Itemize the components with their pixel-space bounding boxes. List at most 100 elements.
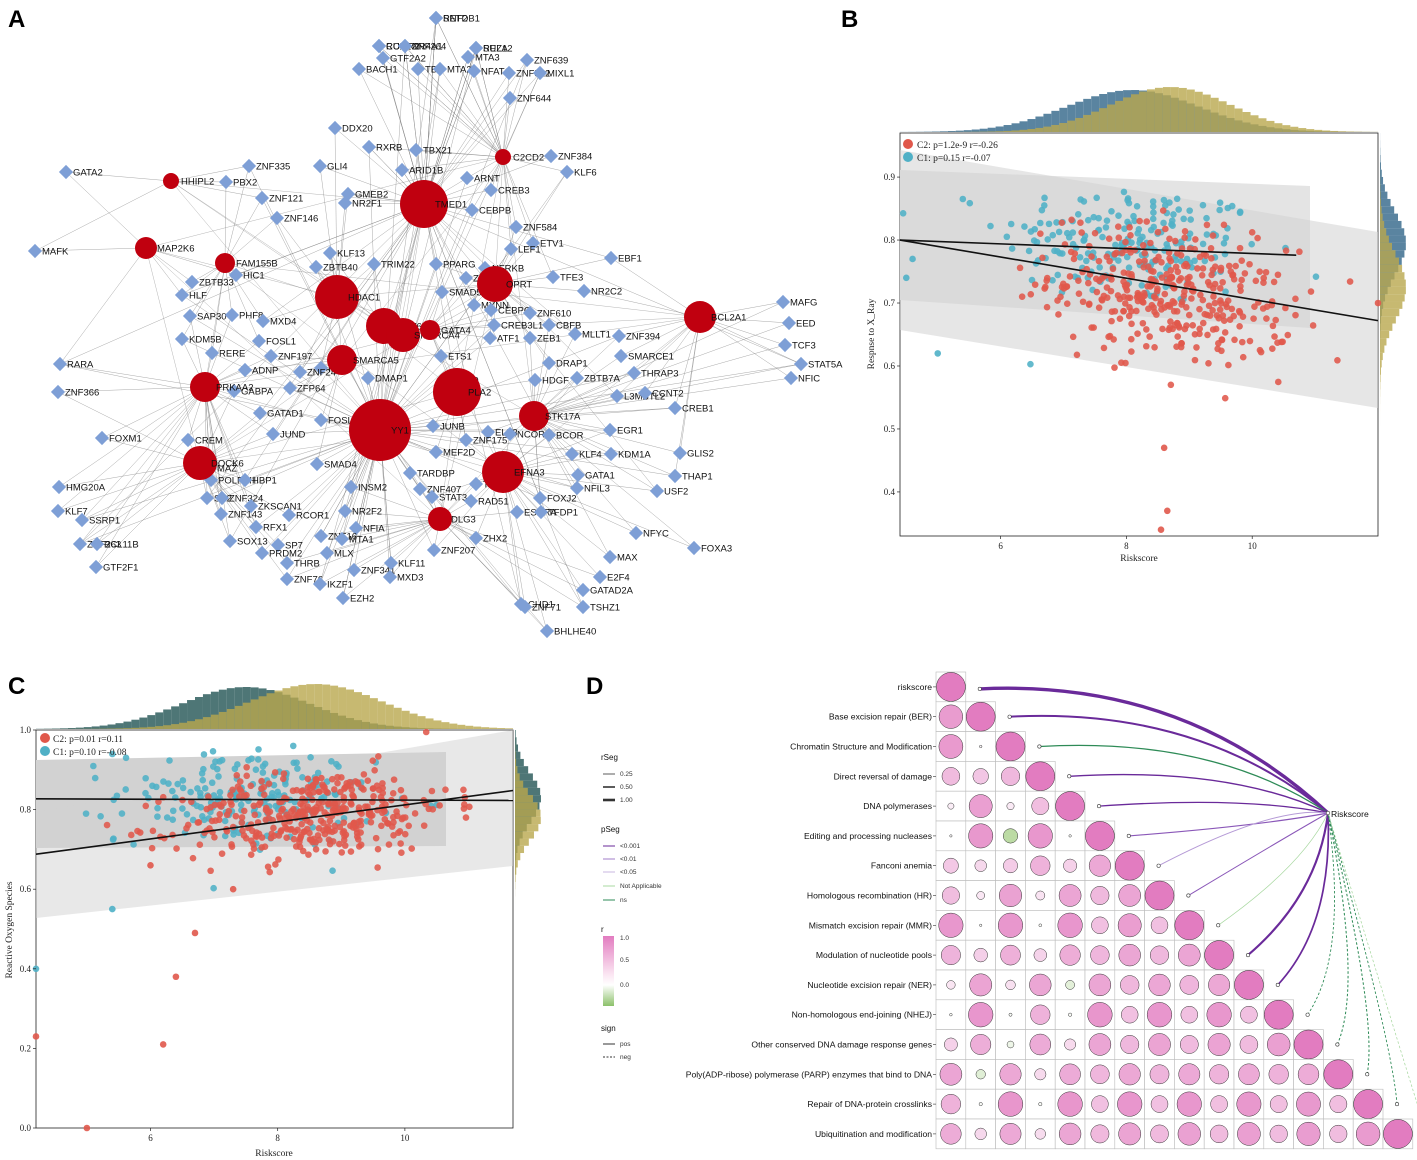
- data-point: [1139, 233, 1146, 241]
- data-point: [934, 350, 942, 357]
- network-edge: [286, 518, 441, 564]
- data-point: [1146, 333, 1153, 340]
- tf-node-label: ZNF76: [294, 575, 323, 586]
- matrix-circle: [1057, 912, 1083, 938]
- data-point: [367, 818, 375, 826]
- matrix-circle: [972, 768, 989, 785]
- data-point: [347, 782, 354, 789]
- network-edge: [533, 415, 695, 549]
- data-point: [1225, 361, 1232, 369]
- data-point: [1144, 263, 1152, 271]
- hub-node: [433, 368, 481, 416]
- tf-node: [628, 525, 644, 541]
- network-edge: [379, 59, 528, 431]
- tf-node-label: BCL11B: [104, 540, 139, 551]
- matrix-circle: [1118, 1063, 1141, 1086]
- network-edge: [533, 324, 550, 417]
- data-point: [255, 746, 262, 753]
- data-point: [1160, 444, 1168, 452]
- side-hist-bar: [1380, 191, 1388, 199]
- data-point: [1167, 318, 1174, 325]
- tf-node-label: THRAP3: [641, 369, 678, 380]
- tf-node: [410, 61, 426, 77]
- tf-node-label: ZNF341: [361, 566, 395, 577]
- network-edge: [262, 203, 425, 322]
- network-edge: [502, 155, 552, 158]
- matrix-circle: [1055, 791, 1085, 821]
- tf-node-label: SMAD5: [449, 288, 482, 299]
- tf-node: [466, 63, 482, 79]
- tf-node: [613, 348, 629, 364]
- data-point: [1196, 325, 1203, 333]
- tf-node: [319, 545, 335, 561]
- data-point: [1095, 257, 1103, 265]
- panel-c-y-axis: 0.00.20.40.60.81.0: [20, 725, 36, 1133]
- data-point: [466, 803, 473, 811]
- data-point: [1238, 276, 1245, 284]
- network-edge: [502, 156, 554, 278]
- data-point: [1059, 280, 1067, 288]
- top-hist-bar: [354, 692, 362, 729]
- network-edge: [170, 180, 381, 431]
- network-edge: [502, 471, 584, 608]
- matrix-circle: [1059, 1063, 1081, 1085]
- network-edge: [533, 301, 784, 417]
- side-hist-bar: [1380, 272, 1405, 280]
- data-point: [1259, 305, 1267, 312]
- data-point: [189, 854, 197, 862]
- data-point: [1154, 228, 1162, 236]
- top-hist-bar: [473, 726, 482, 729]
- data-point: [228, 843, 236, 851]
- network-edge: [429, 312, 531, 331]
- network-edge: [336, 283, 496, 298]
- matrix-circle: [1176, 1091, 1202, 1117]
- panel-b-legend-c2: C2: p=1.2e-9 r=-0.26: [917, 141, 998, 151]
- data-point: [1211, 280, 1219, 288]
- network-edge: [344, 510, 441, 520]
- data-point: [383, 819, 391, 827]
- data-point: [1208, 271, 1215, 279]
- data-point: [1157, 300, 1164, 308]
- top-hist-bar: [1131, 94, 1139, 132]
- data-point: [1209, 326, 1217, 333]
- tf-node-label: ZNF197: [278, 352, 312, 363]
- tf-node: [686, 540, 702, 556]
- data-point: [255, 801, 263, 809]
- tf-node-label: ZHX2: [483, 534, 507, 545]
- data-point: [1172, 237, 1179, 245]
- correlation-link: [1039, 744, 1329, 814]
- top-hist-bar: [250, 699, 259, 729]
- data-point: [1172, 263, 1180, 271]
- data-point: [238, 788, 245, 795]
- network-edge: [379, 177, 468, 431]
- tf-node-label: MLX: [334, 549, 354, 560]
- data-point: [183, 824, 190, 832]
- data-point: [1120, 269, 1128, 276]
- tf-node: [243, 498, 259, 514]
- matrix-circle: [973, 947, 988, 963]
- data-point: [293, 759, 300, 766]
- data-point: [276, 798, 283, 806]
- tf-node-label: ZNF644: [517, 94, 551, 105]
- link-anchor: [1246, 953, 1251, 958]
- network-edge: [224, 262, 504, 473]
- tf-node-label: SSRP1: [89, 516, 120, 527]
- data-point: [149, 827, 157, 835]
- matrix-circle: [1207, 1033, 1231, 1056]
- data-point: [209, 748, 217, 755]
- data-point: [1140, 241, 1147, 249]
- tf-node: [265, 426, 281, 442]
- top-hist-bar: [1186, 89, 1195, 132]
- data-point: [172, 973, 180, 981]
- tf-node: [375, 50, 391, 66]
- data-point: [1232, 262, 1239, 270]
- tf-node-label: PBX2: [233, 178, 257, 189]
- panel-b-fit-c1: [899, 239, 1297, 256]
- side-hist-bar: [515, 758, 517, 767]
- tf-node-label: RCOR1: [296, 511, 329, 522]
- correlation-link: [1128, 812, 1329, 837]
- top-hist-bar: [139, 717, 148, 729]
- data-point: [1175, 277, 1183, 284]
- network-edge: [170, 180, 425, 205]
- correlation-link: [1069, 773, 1329, 814]
